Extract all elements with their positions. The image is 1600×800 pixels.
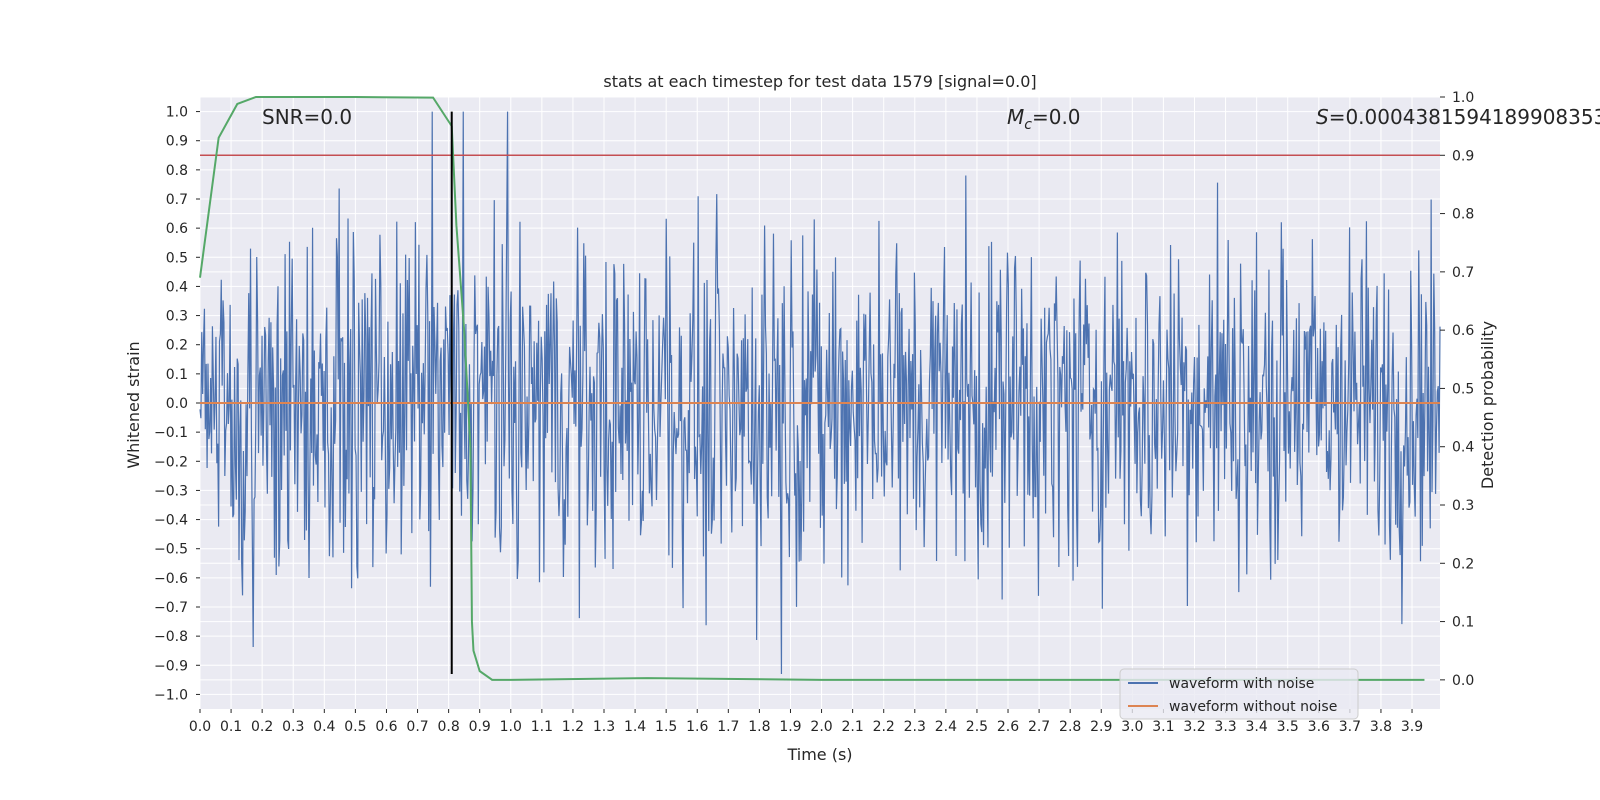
y-tick-label: −0.2 xyxy=(154,454,188,470)
y2-tick-label: 0.9 xyxy=(1452,148,1474,164)
x-tick-label: 1.5 xyxy=(655,719,677,735)
legend-label-noise: waveform with noise xyxy=(1169,676,1314,692)
y2-tick-label: 0.5 xyxy=(1452,381,1474,397)
x-tick-label: 3.1 xyxy=(1152,719,1174,735)
chirp-mass-annotation: Mc=0.0 xyxy=(1007,105,1081,133)
x-tick-label: 0.4 xyxy=(313,719,335,735)
x-tick-label: 3.6 xyxy=(1308,719,1330,735)
y-tick-label: 0.7 xyxy=(166,192,188,208)
y2-axis-ticks: 1.0 0.9 0.8 0.7 0.6 0.5 0.4 0.3 0.2 0.1 0.0 xyxy=(1440,90,1474,689)
y2-axis-label: Detection probability xyxy=(1478,321,1497,489)
chart-title: stats at each timestep for test data 157… xyxy=(603,72,1036,91)
overlays xyxy=(199,96,1440,681)
y2-tick-label: 0.2 xyxy=(1452,556,1474,572)
x-tick-label: 2.3 xyxy=(904,719,926,735)
x-tick-label: 3.7 xyxy=(1339,719,1361,735)
y2-tick-label: 0.7 xyxy=(1452,265,1474,281)
y-tick-label: −0.4 xyxy=(154,513,188,529)
x-tick-label: 2.9 xyxy=(1090,719,1112,735)
y-tick-label: 0.4 xyxy=(166,279,188,295)
legend-label-clean: waveform without noise xyxy=(1169,699,1337,715)
x-tick-label: 2.5 xyxy=(966,719,988,735)
noise-waveform-line xyxy=(199,111,1441,675)
y2-tick-label: 0.1 xyxy=(1452,615,1474,631)
x-axis-label: Time (s) xyxy=(786,745,852,764)
x-tick-label: 0.6 xyxy=(375,719,397,735)
y-tick-label: 0.2 xyxy=(166,338,188,354)
y2-tick-label: 0.0 xyxy=(1452,673,1474,689)
x-tick-label: 0.0 xyxy=(189,719,211,735)
y-tick-label: −0.3 xyxy=(154,483,188,499)
y-tick-label: −1.0 xyxy=(154,687,188,703)
x-tick-label: 3.2 xyxy=(1183,719,1205,735)
x-tick-label: 1.6 xyxy=(686,719,708,735)
x-tick-label: 3.4 xyxy=(1246,719,1268,735)
y-tick-label: 0.8 xyxy=(166,163,188,179)
x-tick-label: 3.8 xyxy=(1370,719,1392,735)
series-waveform-with-noise xyxy=(199,111,1441,675)
x-tick-label: 1.1 xyxy=(531,719,553,735)
x-tick-label: 0.7 xyxy=(406,719,428,735)
x-tick-label: 0.8 xyxy=(437,719,459,735)
x-tick-label: 1.0 xyxy=(500,719,522,735)
y-tick-label: 0.0 xyxy=(166,396,188,412)
y-tick-label: −0.9 xyxy=(154,658,188,674)
x-tick-label: 1.7 xyxy=(717,719,739,735)
x-tick-label: 3.5 xyxy=(1277,719,1299,735)
y2-tick-label: 0.4 xyxy=(1452,440,1474,456)
y-tick-label: −0.8 xyxy=(154,629,188,645)
x-tick-label: 1.8 xyxy=(748,719,770,735)
x-tick-label: 3.0 xyxy=(1121,719,1143,735)
x-tick-label: 2.2 xyxy=(873,719,895,735)
y-tick-label: −0.5 xyxy=(154,542,188,558)
y-tick-label: −0.6 xyxy=(154,571,188,587)
y-axis-ticks: 1.0 0.9 0.8 0.7 0.6 0.5 0.4 0.3 0.2 0.1 0.0 −0.1 −0.… xyxy=(154,105,200,703)
y-tick-label: −0.7 xyxy=(154,600,188,616)
y2-tick-label: 0.8 xyxy=(1452,207,1474,223)
x-tick-label: 2.1 xyxy=(841,719,863,735)
x-tick-label: 1.4 xyxy=(624,719,646,735)
x-tick-label: 2.7 xyxy=(1028,719,1050,735)
x-tick-label: 1.3 xyxy=(593,719,615,735)
y2-tick-label: 1.0 xyxy=(1452,90,1474,106)
x-tick-label: 2.0 xyxy=(810,719,832,735)
x-axis-ticks: 0.0 0.1 0.2 0.3 0.4 0.5 0.6 0.7 0.8 0.9 1.0 1.1 1.2 1… xyxy=(189,709,1423,735)
legend: waveform with noise waveform without noi… xyxy=(1119,668,1359,720)
legend-box xyxy=(1119,668,1359,720)
snr-annotation: SNR=0.0 xyxy=(262,105,352,129)
x-tick-label: 0.1 xyxy=(220,719,242,735)
y-tick-label: 0.9 xyxy=(166,134,188,150)
s-annotation: S=0.0004381594189908353 xyxy=(1316,105,1600,129)
y2-tick-label: 0.3 xyxy=(1452,498,1474,514)
y-tick-label: 0.3 xyxy=(166,309,188,325)
y-tick-label: 0.5 xyxy=(166,250,188,266)
y-tick-label: −0.1 xyxy=(154,425,188,441)
detection-probability-line xyxy=(199,96,1425,681)
x-tick-label: 2.4 xyxy=(935,719,957,735)
x-tick-label: 2.6 xyxy=(997,719,1019,735)
x-tick-label: 2.8 xyxy=(1059,719,1081,735)
y-tick-label: 1.0 xyxy=(166,105,188,121)
x-tick-label: 3.3 xyxy=(1214,719,1236,735)
y-tick-label: 0.6 xyxy=(166,221,188,237)
y-axis-label: Whitened strain xyxy=(124,341,143,468)
x-tick-label: 0.9 xyxy=(469,719,491,735)
x-tick-label: 0.2 xyxy=(251,719,273,735)
x-tick-label: 1.9 xyxy=(779,719,801,735)
x-tick-label: 0.5 xyxy=(344,719,366,735)
x-tick-label: 3.9 xyxy=(1401,719,1423,735)
y2-tick-label: 0.6 xyxy=(1452,323,1474,339)
x-tick-label: 1.2 xyxy=(562,719,584,735)
y-tick-label: 0.1 xyxy=(166,367,188,383)
x-tick-label: 0.3 xyxy=(282,719,304,735)
